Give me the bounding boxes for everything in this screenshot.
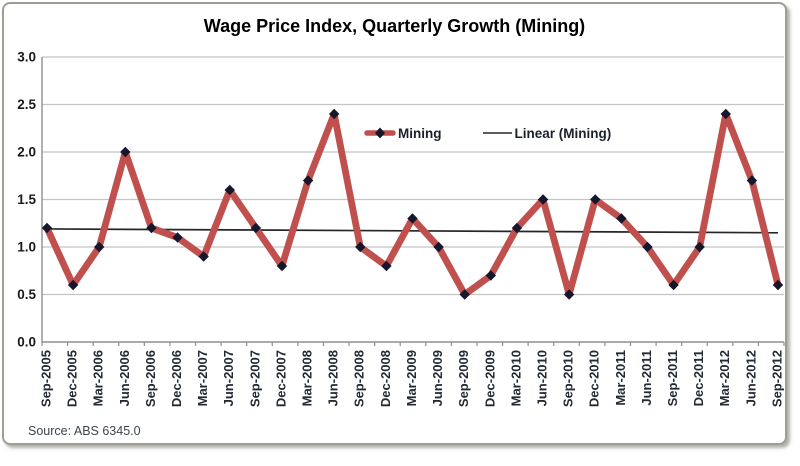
- x-axis-tick-label: Mar-2007: [195, 350, 210, 406]
- data-point-marker: [328, 108, 340, 120]
- data-point-marker: [563, 289, 575, 300]
- x-axis-tick-label: Jun-2006: [117, 350, 132, 406]
- plot-area: 0.0 0.5 1.0 1.5 2.0 2.5 3.0 Sep-2005 Dec-2005 Mar…: [17, 50, 785, 407]
- x-axis-tick-label: Sep-2005: [38, 350, 53, 407]
- x-axis-tick-label: Mar-2009: [404, 350, 419, 406]
- data-point-marker: [381, 260, 392, 272]
- x-axis-tick-label: Dec-2008: [378, 350, 393, 407]
- x-axis-tick-label: Sep-2006: [143, 350, 158, 407]
- y-axis-tick-label: 0.0: [17, 335, 36, 350]
- legend-label-mining: Mining: [398, 125, 442, 141]
- data-point-marker: [302, 175, 314, 186]
- data-point-marker: [120, 146, 131, 158]
- x-axis-tick-label: Jun-2011: [639, 350, 654, 406]
- y-axis-tick-label: 0.5: [17, 287, 36, 302]
- x-axis-tick-label: Mar-2011: [613, 350, 628, 406]
- linear-trend-swatch-icon: [482, 132, 512, 134]
- x-axis-tick-label: Jun-2009: [430, 350, 445, 406]
- x-axis-tick-label: Jun-2008: [326, 350, 341, 406]
- legend-item-linear: Linear (Mining): [482, 125, 612, 141]
- screenshot-frame: 0.0 0.5 1.0 1.5 2.0 2.5 3.0 Sep-2005 Dec-2005 Mar…: [2, 2, 787, 445]
- data-point-marker: [355, 241, 366, 253]
- data-point-marker: [485, 270, 497, 281]
- data-point-marker: [772, 279, 784, 291]
- x-axis-tick-label: Dec-2009: [482, 350, 497, 407]
- x-axis-tick-label: Mar-2010: [508, 350, 523, 406]
- y-axis-tick-label: 1.0: [17, 240, 36, 255]
- x-axis-tick-label: Dec-2011: [691, 350, 706, 406]
- data-point-marker: [407, 213, 418, 224]
- y-axis-tick-label: 3.0: [17, 50, 36, 65]
- data-point-marker: [433, 241, 444, 253]
- mining-series-swatch-icon: [364, 127, 396, 139]
- data-point-marker: [67, 279, 79, 291]
- data-point-marker: [250, 222, 262, 234]
- data-point-marker: [198, 251, 209, 262]
- x-axis-tick-label: Sep-2009: [456, 350, 471, 407]
- x-axis-tick-label: Mar-2008: [300, 350, 315, 406]
- linear-trendline: [46, 228, 779, 234]
- x-axis-tick-label: Jun-2010: [534, 350, 549, 406]
- data-point-marker: [511, 222, 523, 234]
- x-axis-tick-label: Dec-2005: [65, 350, 80, 407]
- y-axis-tick-label: 2.0: [17, 145, 36, 160]
- data-point-marker: [459, 289, 470, 300]
- data-point-marker: [720, 108, 731, 120]
- source-note: Source: ABS 6345.0: [28, 424, 141, 438]
- y-axis-tick-label: 1.5: [17, 192, 36, 207]
- x-axis-tick-label: Dec-2006: [169, 350, 184, 407]
- y-axis-tick-label: 2.5: [17, 97, 36, 112]
- x-axis-tick-label: Jun-2012: [743, 350, 758, 406]
- data-point-marker: [172, 232, 183, 243]
- data-point-marker: [694, 241, 705, 253]
- data-point-marker: [668, 279, 679, 291]
- data-point-marker: [746, 175, 758, 186]
- data-point-marker: [537, 194, 549, 205]
- data-point-marker: [224, 184, 235, 196]
- legend-label-linear: Linear (Mining): [514, 125, 612, 141]
- data-point-marker: [94, 241, 105, 253]
- data-point-marker: [146, 222, 157, 234]
- legend-item-mining: Mining: [364, 126, 442, 141]
- chart-canvas: 0.0 0.5 1.0 1.5 2.0 2.5 3.0 Sep-2005 Dec-2005 Mar…: [4, 4, 785, 443]
- x-axis-tick-label: Jun-2007: [221, 350, 236, 406]
- x-axis-tick-label: Sep-2008: [352, 350, 367, 407]
- chart-title: Wage Price Index, Quarterly Growth (Mini…: [203, 16, 586, 36]
- data-point-marker: [642, 241, 653, 253]
- data-point-marker: [616, 213, 627, 224]
- x-axis-tick-label: Mar-2006: [91, 350, 106, 406]
- data-point-marker: [276, 260, 288, 272]
- x-axis-tick-label: Dec-2007: [273, 350, 288, 407]
- x-axis-tick-label: Sep-2012: [769, 350, 784, 407]
- x-axis-tick-label: Mar-2012: [717, 350, 732, 406]
- chart-legend: Mining Linear (Mining): [364, 124, 611, 142]
- x-axis-tick-label: Sep-2010: [561, 350, 576, 407]
- data-point-marker: [590, 194, 601, 205]
- x-axis-tick-label: Dec-2010: [587, 350, 602, 407]
- data-point-marker: [41, 222, 53, 234]
- x-axis-tick-label: Sep-2011: [665, 350, 680, 406]
- x-axis-tick-label: Sep-2007: [247, 350, 262, 407]
